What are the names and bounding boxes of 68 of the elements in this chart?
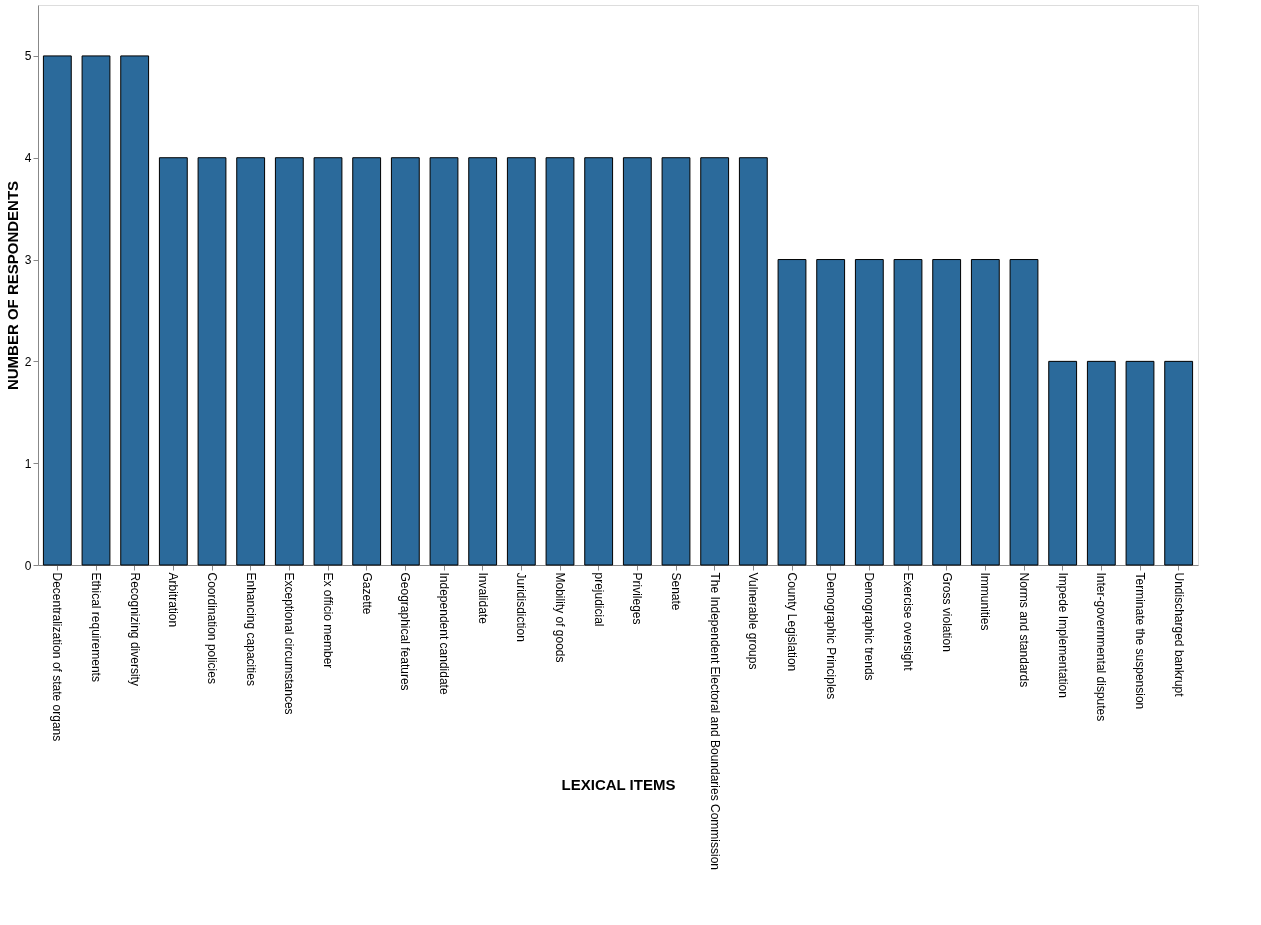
- bar: [1164, 360, 1194, 566]
- x-tick-label: Invalidate: [475, 572, 490, 625]
- x-tick-label: Ethical requirements: [89, 572, 103, 682]
- x-tick-label: County Legislation: [785, 572, 799, 672]
- x-tick-label: Undischarged bankrupt: [1171, 572, 1186, 698]
- bar: [81, 55, 111, 566]
- x-tick-label: prejudicial: [591, 572, 606, 627]
- bar: [42, 55, 72, 566]
- x-tick-label: Independent candidate: [437, 572, 451, 695]
- bar: [1048, 360, 1078, 566]
- bar: [468, 157, 498, 566]
- x-tick-label: Ex officio member: [321, 572, 335, 669]
- bar: [1125, 360, 1155, 566]
- x-tick-label: Privileges: [630, 572, 645, 625]
- x-tick-label: Inter-governmental disputes: [1094, 572, 1109, 722]
- x-tick-label: Geographical features: [398, 572, 413, 691]
- x-tick-label: Gazette: [359, 572, 374, 615]
- bar: [854, 259, 884, 566]
- y-tick-label: 4: [24, 151, 32, 166]
- bar: [1009, 259, 1039, 566]
- x-tick-label: Demographic trends: [862, 572, 877, 681]
- bar: [816, 259, 846, 566]
- bar: [158, 157, 188, 566]
- bar: [584, 157, 614, 566]
- x-tick-label: Immunities: [978, 572, 993, 631]
- x-tick-label: Coordination policies: [205, 572, 219, 684]
- x-tick-label: Norms and standards: [1017, 572, 1031, 688]
- y-tick-label: 3: [24, 253, 32, 268]
- y-tick-label: 1: [24, 456, 32, 471]
- x-tick-label: Demographic Principles: [823, 572, 838, 700]
- bar: [545, 157, 575, 566]
- bar: [970, 259, 1000, 566]
- bar: [197, 157, 227, 566]
- x-tick-label: Vulnerable groups: [746, 572, 761, 670]
- bar: [700, 157, 730, 566]
- x-tick-label: Gross violation: [939, 572, 954, 652]
- bar: [893, 259, 923, 566]
- x-tick-label: Terminate the suspension: [1133, 572, 1147, 710]
- y-tick-label: 2: [24, 354, 32, 369]
- bar: [622, 157, 652, 566]
- x-tick-label: Impede Implementation: [1055, 572, 1070, 698]
- bar: [932, 259, 962, 566]
- x-tick-label: Enhancing capacities: [243, 572, 258, 686]
- bar: [506, 157, 536, 566]
- x-tick-label: Juridisdiction: [514, 572, 529, 642]
- x-tick-label: Senate: [669, 572, 683, 611]
- y-tick-label: 5: [24, 49, 32, 64]
- bar: [429, 157, 459, 566]
- y-tick-label: 0: [24, 558, 32, 573]
- bar: [1086, 360, 1116, 566]
- y-axis-title: NUMBER OF RESPONDENTS: [3, 180, 21, 391]
- x-tick-label: Recognizing diversity: [127, 572, 142, 686]
- bar: [390, 157, 420, 566]
- x-tick-label: Exercise oversight: [901, 572, 915, 672]
- bar: [661, 157, 691, 566]
- x-tick-label: Arbitration: [166, 572, 181, 628]
- bar: [777, 259, 807, 566]
- bar: [352, 157, 382, 566]
- x-tick-label: The Independent Electoral and Boundaries Commission: [707, 572, 722, 871]
- bar: [274, 157, 304, 566]
- x-tick-label: Exceptional circumstances: [282, 572, 297, 715]
- x-axis-title: LEXICAL ITEMS: [561, 775, 676, 793]
- bar: [236, 157, 266, 566]
- bar: [738, 157, 768, 566]
- bar: [313, 157, 343, 566]
- bar: [120, 55, 150, 566]
- x-tick-label: Mobility of goods: [553, 572, 567, 663]
- x-tick-label: Decentralization of state organs: [50, 572, 65, 742]
